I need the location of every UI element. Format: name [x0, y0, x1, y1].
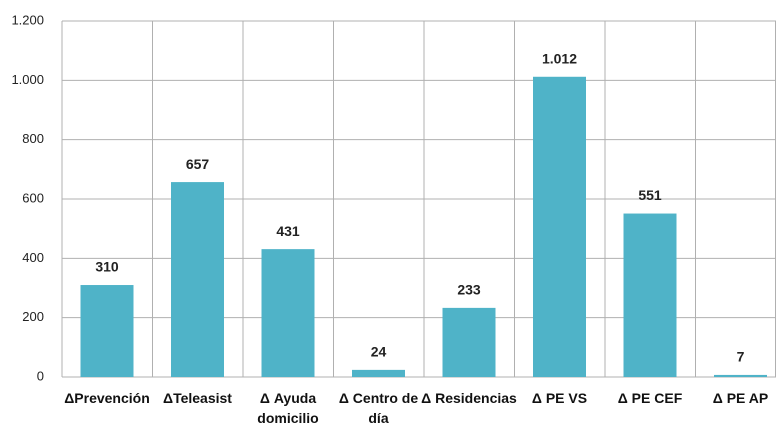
y-tick-label: 1.200: [11, 12, 44, 27]
x-tick-label: Δ Centro de día: [338, 390, 419, 426]
value-label: 310: [95, 259, 119, 275]
y-tick-label: 200: [22, 309, 44, 324]
x-tick-label: Δ PE AP: [712, 390, 769, 406]
bar: [623, 213, 677, 377]
value-label: 24: [371, 344, 387, 360]
bar: [714, 374, 767, 377]
bar: [442, 307, 496, 377]
y-tick-label: 800: [22, 131, 44, 146]
x-tick-label: Δ PE VS: [531, 390, 588, 406]
value-label: 1.012: [542, 50, 577, 66]
x-tick-label: Δ Ayuda domicilio: [257, 390, 319, 426]
value-label: 657: [186, 156, 210, 172]
bar: [80, 285, 134, 377]
x-tick-label: Δ Residencias: [421, 390, 517, 406]
value-label: 233: [457, 282, 481, 298]
value-label: 7: [737, 349, 745, 365]
bar: [533, 76, 586, 378]
bar: [171, 182, 224, 377]
x-tick-label: ΔPrevención: [64, 390, 150, 406]
x-tick-label: ΔTeleasist: [163, 390, 232, 406]
value-label: 431: [276, 223, 300, 239]
y-tick-label: 0: [37, 368, 44, 383]
y-tick-label: 600: [22, 190, 44, 205]
y-tick-label: 1.000: [11, 72, 44, 87]
bar: [261, 249, 315, 377]
value-label: 551: [638, 187, 662, 203]
bar: [352, 369, 405, 377]
x-tick-label: Δ PE CEF: [617, 390, 683, 406]
y-tick-label: 400: [22, 250, 44, 265]
